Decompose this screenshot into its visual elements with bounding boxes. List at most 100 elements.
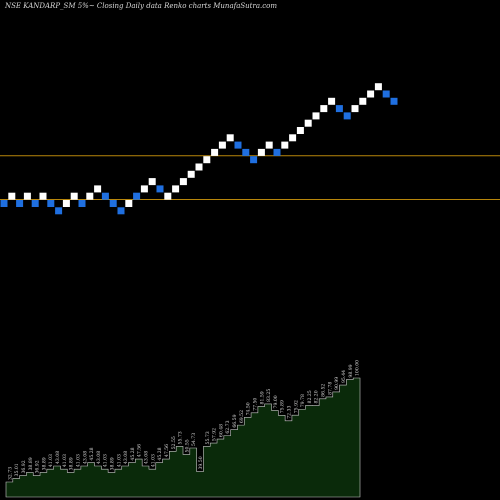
reference-lines	[0, 155, 500, 200]
price-label-35: 74.50	[246, 402, 252, 415]
price-label-24: 52.55	[171, 436, 177, 449]
price-label-37: 81.59	[259, 391, 265, 404]
price-label-7: 43.08	[55, 451, 61, 464]
price-label-20: 43.08	[144, 451, 150, 464]
price-label-49: 95.44	[341, 370, 347, 383]
renko-brick-37	[289, 134, 297, 142]
price-label-44: 82.25	[307, 390, 313, 403]
renko-brick-6	[47, 200, 55, 207]
price-label-43: 79.78	[300, 394, 306, 407]
renko-brick-16	[125, 200, 133, 207]
price-label-13: 43.08	[96, 451, 102, 464]
renko-brick-36	[281, 141, 289, 149]
price-label-19: 47.56	[137, 444, 143, 457]
price-label-40: 75.89	[280, 400, 286, 413]
price-label-4: 36.92	[35, 460, 41, 473]
price-label-29: 55.73	[205, 431, 211, 444]
renko-brick-44	[343, 112, 351, 120]
price-label-2: 36.92	[21, 460, 27, 473]
renko-brick-25	[195, 163, 203, 171]
price-label-39: 79.00	[273, 395, 279, 408]
price-label-3: 38.89	[28, 457, 34, 470]
price-label-0: 32.73	[7, 467, 13, 480]
price-label-50: 98.99	[348, 364, 354, 377]
renko-brick-49	[382, 90, 390, 98]
renko-brick-23	[179, 178, 187, 186]
price-label-32: 62.73	[225, 420, 231, 433]
renko-brick-1	[8, 192, 16, 200]
price-label-6: 41.03	[48, 454, 54, 467]
price-label-41: 72.33	[287, 406, 293, 419]
price-label-12: 45.28	[89, 447, 95, 460]
price-label-23: 47.56	[164, 444, 170, 457]
price-label-42: 75.92	[293, 400, 299, 413]
price-labels: 32.73 35.01 36.92 38.89 36.92 38.89 41.03 43.08…	[7, 360, 360, 480]
renko-brick-48	[374, 83, 382, 91]
price-label-31: 60.48	[218, 424, 224, 437]
renko-brick-12	[94, 185, 102, 193]
renko-brick-3	[23, 192, 31, 200]
price-label-16: 41.03	[116, 454, 122, 467]
renko-brick-32	[250, 156, 258, 164]
renko-brick-8	[62, 200, 70, 207]
price-label-51: 100.00	[355, 360, 361, 376]
renko-brick-18	[140, 185, 148, 193]
renko-brick-17	[133, 192, 141, 200]
price-label-26: 50.55	[184, 439, 190, 452]
renko-brick-2	[16, 200, 24, 207]
renko-brick-21	[164, 192, 172, 200]
price-label-36: 77.50	[252, 398, 258, 411]
price-label-17: 43.08	[123, 451, 129, 464]
price-label-15: 38.89	[110, 457, 116, 470]
renko-brick-26	[203, 156, 211, 164]
renko-brick-43	[335, 105, 343, 113]
price-label-5: 38.89	[41, 457, 47, 470]
renko-brick-34	[265, 141, 273, 149]
renko-brick-30	[234, 141, 242, 149]
renko-brick-0	[0, 200, 8, 207]
renko-brick-22	[172, 185, 180, 193]
price-label-11: 43.08	[82, 451, 88, 464]
price-label-46: 86.52	[321, 384, 327, 397]
renko-brick-29	[226, 134, 234, 142]
renko-brick-27	[211, 148, 219, 156]
renko-brick-13	[101, 192, 109, 200]
renko-brick-38	[296, 127, 304, 134]
renko-brick-46	[359, 97, 367, 105]
renko-brick-19	[148, 178, 156, 186]
price-label-21: 41.03	[150, 454, 156, 467]
renko-brick-7	[55, 207, 63, 215]
renko-brick-40	[312, 112, 320, 120]
volume-area	[5, 377, 361, 498]
renko-brick-5	[39, 192, 47, 200]
renko-brick-20	[156, 185, 164, 193]
renko-brick-50	[390, 97, 398, 105]
price-label-8: 41.03	[62, 454, 68, 467]
price-label-27: 54.73	[191, 433, 197, 446]
renko-brick-9	[70, 192, 78, 200]
price-label-18: 45.28	[130, 447, 136, 460]
renko-brick-15	[117, 207, 125, 215]
renko-brick-14	[109, 200, 117, 207]
price-label-34: 69.52	[239, 410, 245, 423]
renko-brick-24	[187, 170, 195, 178]
price-label-9: 38.89	[69, 457, 75, 470]
price-label-30: 57.92	[212, 428, 218, 441]
renko-brick-41	[320, 105, 328, 113]
renko-bricks	[0, 83, 398, 215]
price-label-47: 87.78	[327, 382, 333, 395]
renko-brick-33	[257, 148, 265, 156]
price-label-28: 39.50	[198, 456, 204, 469]
chart-title: NSE KANDARP_SM 5%~ Closing Daily data Re…	[5, 2, 278, 10]
renko-brick-11	[86, 192, 94, 200]
renko-brick-10	[78, 200, 86, 207]
price-label-14: 41.03	[103, 454, 109, 467]
price-label-48: 90.99	[334, 377, 340, 390]
price-label-22: 45.28	[157, 447, 163, 460]
renko-brick-35	[273, 148, 281, 156]
price-label-25: 55.73	[178, 431, 184, 444]
price-label-38: 83.25	[266, 389, 272, 402]
renko-brick-28	[218, 141, 226, 149]
renko-brick-4	[31, 200, 39, 207]
